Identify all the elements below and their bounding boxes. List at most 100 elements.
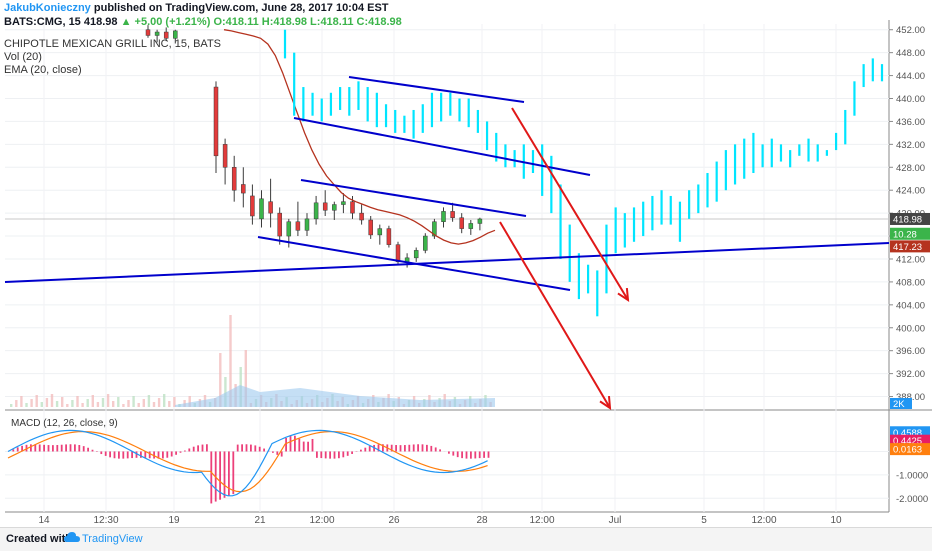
candle-down: [232, 167, 236, 190]
candle-down: [269, 202, 273, 213]
y-tick-label: 452.00: [896, 25, 925, 36]
macd-hist-bar: [452, 451, 454, 455]
macd-hist-bar: [105, 451, 107, 455]
macd-hist-bar: [197, 445, 199, 451]
macd-hist-bar: [56, 445, 58, 451]
macd-hist-bar: [342, 451, 344, 457]
macd-hist-bar: [404, 445, 406, 451]
volume-bar: [10, 404, 12, 407]
volume-bar: [158, 398, 160, 407]
ema-indicator-label: EMA (20, close): [4, 64, 82, 76]
volume-bar: [66, 404, 68, 407]
macd-hist-bar: [17, 447, 19, 451]
volume-bar: [20, 396, 22, 407]
x-tick-label: 12:30: [93, 515, 118, 526]
projection-arrow: [500, 222, 610, 408]
volume-bar: [92, 395, 94, 407]
trend-channel-line: [294, 118, 590, 175]
published-text: published on TradingView.com, June 28, 2…: [94, 2, 389, 14]
macd-signal-line: [8, 432, 488, 492]
macd-hist-bar: [224, 451, 226, 497]
y-tick-label: 396.00: [896, 346, 925, 357]
macd-hist-bar: [290, 435, 292, 451]
volume-bar: [81, 403, 83, 407]
macd-hist-bar: [166, 451, 168, 457]
macd-hist-bar: [457, 451, 459, 457]
macd-hist-bar: [74, 444, 76, 451]
macd-hist-bar: [100, 451, 102, 454]
volume-bar: [148, 395, 150, 407]
macd-hist-bar: [307, 442, 309, 452]
candle-up: [423, 236, 427, 250]
volume-bar: [163, 394, 165, 407]
x-tick-label: Jul: [609, 515, 622, 526]
macd-hist-bar: [329, 451, 331, 458]
candle-up: [378, 229, 382, 235]
macd-hist-bar: [149, 451, 151, 458]
volume-bar: [102, 398, 104, 407]
volume-ma-area: [175, 385, 495, 407]
volume-bar: [51, 394, 53, 407]
volume-bar: [117, 397, 119, 407]
macd-title: MACD (12, 26, close, 9): [11, 418, 118, 429]
x-tick-label: 21: [254, 515, 266, 526]
x-tick-label: 12:00: [309, 515, 334, 526]
y-tick-label: 424.00: [896, 186, 925, 197]
candle-down: [146, 30, 150, 36]
price-axis-tag-label: 10.28: [893, 229, 917, 240]
price-axis-tag-label: 418.98: [893, 214, 922, 225]
candle-up: [260, 199, 264, 219]
author-link[interactable]: JakubKonieczny: [4, 2, 91, 14]
price-change: ▲ +5.00 (+1.21%): [121, 16, 211, 28]
macd-hist-bar: [483, 451, 485, 457]
candle-up: [155, 32, 159, 35]
candle-down: [360, 213, 364, 220]
macd-hist-bar: [48, 445, 50, 451]
macd-hist-bar: [78, 445, 80, 451]
macd-hist-bar: [83, 446, 85, 451]
macd-hist-bar: [395, 445, 397, 451]
macd-line: [8, 430, 488, 495]
macd-hist-bar: [92, 450, 94, 452]
candle-up: [341, 202, 345, 205]
x-tick-label: 5: [701, 515, 707, 526]
macd-hist-bar: [188, 448, 190, 451]
candle-down: [250, 196, 254, 216]
macd-hist-bar: [422, 444, 424, 451]
publish-line: JakubKonieczny published on TradingView.…: [4, 2, 389, 14]
volume-bar: [25, 403, 27, 407]
macd-hist-bar: [369, 446, 371, 451]
y-tick-label: 448.00: [896, 48, 925, 59]
macd-hist-bar: [30, 444, 32, 451]
macd-hist-bar: [488, 451, 490, 457]
macd-tick-label: -1.0000: [896, 470, 928, 481]
candle-down: [451, 211, 455, 217]
y-tick-label: 428.00: [896, 163, 925, 174]
tradingview-brand[interactable]: TradingView: [82, 533, 143, 545]
volume-bar: [112, 401, 114, 407]
macd-hist-bar: [175, 451, 177, 454]
macd-hist-bar: [228, 451, 230, 495]
candle-down: [241, 184, 245, 193]
macd-hist-bar: [281, 451, 283, 456]
macd-hist-bar: [122, 451, 124, 458]
macd-hist-bar: [131, 451, 133, 458]
macd-hist-bar: [351, 451, 353, 453]
macd-hist-bar: [417, 444, 419, 451]
macd-hist-bar: [39, 444, 41, 451]
macd-hist-bar: [114, 451, 116, 458]
candle-down: [214, 87, 218, 156]
candle-up: [305, 219, 309, 230]
x-tick-label: 12:00: [529, 515, 554, 526]
y-tick-label: 432.00: [896, 140, 925, 151]
candle-down: [223, 144, 227, 167]
candle-up: [442, 211, 446, 221]
macd-hist-bar: [320, 451, 322, 458]
macd-hist-bar: [400, 445, 402, 451]
macd-hist-bar: [193, 447, 195, 452]
macd-hist-bar: [338, 451, 340, 458]
y-tick-label: 408.00: [896, 277, 925, 288]
macd-hist-bar: [285, 438, 287, 451]
volume-bar: [107, 394, 109, 407]
macd-hist-bar: [246, 444, 248, 451]
